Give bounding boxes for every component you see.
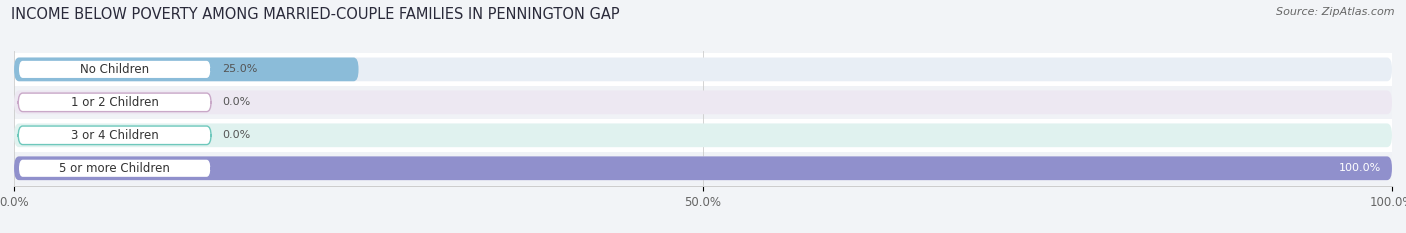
Text: 100.0%: 100.0% (1339, 163, 1381, 173)
Text: Source: ZipAtlas.com: Source: ZipAtlas.com (1277, 7, 1395, 17)
FancyBboxPatch shape (14, 58, 1392, 81)
FancyBboxPatch shape (18, 60, 211, 79)
FancyBboxPatch shape (18, 126, 211, 144)
Bar (14, 119, 1392, 152)
Text: 0.0%: 0.0% (222, 130, 250, 140)
FancyBboxPatch shape (18, 93, 211, 112)
Text: 1 or 2 Children: 1 or 2 Children (70, 96, 159, 109)
Bar (14, 152, 1392, 185)
Text: 5 or more Children: 5 or more Children (59, 162, 170, 175)
Text: INCOME BELOW POVERTY AMONG MARRIED-COUPLE FAMILIES IN PENNINGTON GAP: INCOME BELOW POVERTY AMONG MARRIED-COUPL… (11, 7, 620, 22)
Text: 25.0%: 25.0% (222, 64, 257, 74)
FancyBboxPatch shape (14, 123, 1392, 147)
FancyBboxPatch shape (14, 156, 1392, 180)
FancyBboxPatch shape (18, 159, 211, 178)
FancyBboxPatch shape (14, 156, 1392, 180)
Text: 0.0%: 0.0% (222, 97, 250, 107)
FancyBboxPatch shape (14, 90, 1392, 114)
Text: No Children: No Children (80, 63, 149, 76)
FancyBboxPatch shape (14, 58, 359, 81)
Text: 3 or 4 Children: 3 or 4 Children (70, 129, 159, 142)
Bar (14, 53, 1392, 86)
Bar (14, 86, 1392, 119)
